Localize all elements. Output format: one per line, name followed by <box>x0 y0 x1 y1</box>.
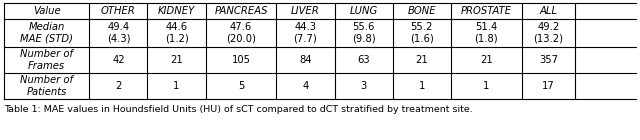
Text: BONE: BONE <box>408 6 436 16</box>
Text: 4: 4 <box>302 81 308 91</box>
Text: Number of
Frames: Number of Frames <box>20 49 73 71</box>
Text: 1: 1 <box>483 81 490 91</box>
Text: 21: 21 <box>170 55 183 65</box>
Text: PANCREAS: PANCREAS <box>214 6 268 16</box>
Text: PROSTATE: PROSTATE <box>461 6 512 16</box>
Text: 55.2
(1.6): 55.2 (1.6) <box>410 22 434 44</box>
Text: ALL: ALL <box>540 6 557 16</box>
Text: 84: 84 <box>300 55 312 65</box>
Text: Number of
Patients: Number of Patients <box>20 75 73 97</box>
Text: KIDNEY: KIDNEY <box>158 6 195 16</box>
Text: 42: 42 <box>112 55 125 65</box>
Text: 105: 105 <box>232 55 250 65</box>
Text: 357: 357 <box>539 55 558 65</box>
Text: 44.6
(1.2): 44.6 (1.2) <box>164 22 188 44</box>
Text: 3: 3 <box>360 81 367 91</box>
Text: Value: Value <box>33 6 60 16</box>
Text: 21: 21 <box>415 55 428 65</box>
Text: LUNG: LUNG <box>349 6 378 16</box>
Text: OTHER: OTHER <box>101 6 136 16</box>
Text: 2: 2 <box>115 81 122 91</box>
Text: LIVER: LIVER <box>291 6 320 16</box>
Text: 44.3
(7.7): 44.3 (7.7) <box>294 22 317 44</box>
Text: 63: 63 <box>357 55 370 65</box>
Text: Table 1: MAE values in Houndsfield Units (HU) of sCT compared to dCT stratified : Table 1: MAE values in Houndsfield Units… <box>4 106 473 115</box>
Text: 49.4
(4.3): 49.4 (4.3) <box>107 22 130 44</box>
Text: 5: 5 <box>238 81 244 91</box>
Text: 21: 21 <box>480 55 493 65</box>
Text: 1: 1 <box>419 81 425 91</box>
Text: 47.6
(20.0): 47.6 (20.0) <box>226 22 256 44</box>
Text: Median
MAE (STD): Median MAE (STD) <box>20 22 73 44</box>
Text: 49.2
(13.2): 49.2 (13.2) <box>534 22 563 44</box>
Text: 51.4
(1.8): 51.4 (1.8) <box>474 22 498 44</box>
Text: 55.6
(9.8): 55.6 (9.8) <box>352 22 376 44</box>
Text: 17: 17 <box>542 81 555 91</box>
Text: 1: 1 <box>173 81 180 91</box>
